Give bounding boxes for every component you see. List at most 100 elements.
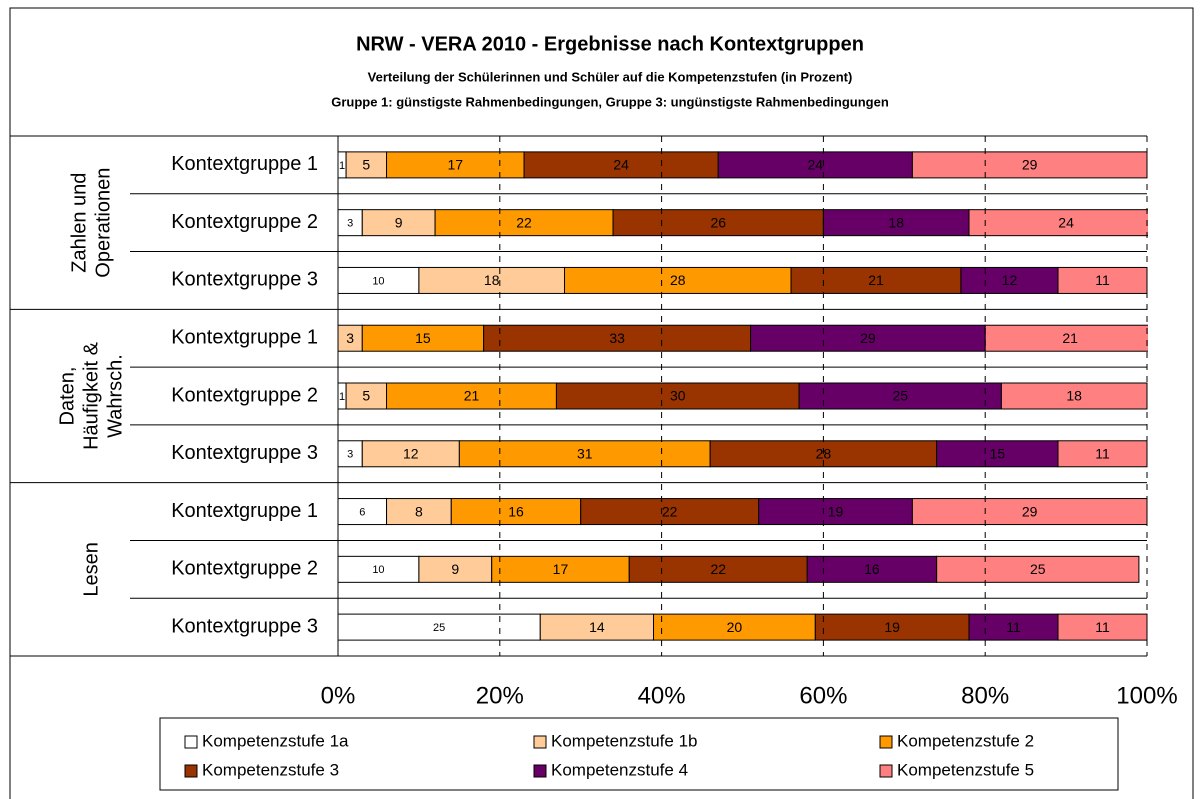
value-label: 19 bbox=[828, 503, 844, 519]
value-label: 1 bbox=[339, 391, 345, 403]
bar-segment bbox=[338, 324, 363, 352]
category-label: Kontextgruppe 1 bbox=[171, 153, 318, 175]
legend-box bbox=[159, 717, 1119, 791]
value-label: 19 bbox=[884, 619, 900, 635]
value-label: 22 bbox=[710, 561, 726, 577]
bar-segment bbox=[758, 498, 913, 526]
category-label: Kontextgruppe 1 bbox=[171, 327, 318, 349]
x-tick-label: 80% bbox=[961, 682, 1009, 709]
value-label: 22 bbox=[662, 503, 678, 519]
bar-segment bbox=[798, 382, 1002, 410]
value-label: 29 bbox=[1022, 157, 1038, 173]
value-label: 12 bbox=[1002, 272, 1018, 288]
legend-swatch bbox=[184, 735, 198, 749]
bar-segment bbox=[1000, 382, 1148, 410]
bar-segment bbox=[450, 498, 582, 526]
value-label: 3 bbox=[347, 449, 353, 461]
bar-segment bbox=[822, 209, 970, 237]
bar-segment bbox=[911, 498, 1148, 526]
category-label: Kontextgruppe 3 bbox=[171, 442, 318, 464]
bar-segment bbox=[386, 382, 557, 410]
value-label: 15 bbox=[990, 445, 1006, 461]
value-label: 16 bbox=[508, 503, 524, 519]
bar-segment bbox=[806, 555, 938, 583]
value-label: 25 bbox=[1030, 561, 1046, 577]
bar-segment bbox=[717, 151, 913, 179]
legend-label: Kompetenzstufe 2 bbox=[897, 731, 1034, 750]
value-label: 21 bbox=[868, 272, 884, 288]
value-label: 24 bbox=[613, 157, 629, 173]
bar-segment bbox=[491, 555, 630, 583]
bar-segment bbox=[580, 498, 760, 526]
x-tick-label: 20% bbox=[476, 682, 524, 709]
value-label: 29 bbox=[860, 330, 876, 346]
value-label: 10 bbox=[372, 275, 384, 287]
value-label: 3 bbox=[346, 330, 354, 346]
group-label: Wahrsch. bbox=[104, 354, 126, 438]
value-label: 21 bbox=[1062, 330, 1078, 346]
bar-segment bbox=[361, 440, 460, 468]
value-label: 15 bbox=[415, 330, 431, 346]
bar-segment bbox=[345, 151, 388, 179]
value-label: 8 bbox=[415, 503, 423, 519]
group-label: Daten, bbox=[56, 367, 78, 426]
value-label: 20 bbox=[727, 619, 743, 635]
category-label: Kontextgruppe 3 bbox=[171, 269, 318, 291]
chart-subtitle: Gruppe 1: günstigste Rahmenbedingungen, … bbox=[331, 94, 889, 109]
group-label: Operationen bbox=[92, 168, 114, 278]
value-label: 5 bbox=[362, 157, 370, 173]
value-label: 30 bbox=[670, 388, 686, 404]
value-label: 17 bbox=[448, 157, 464, 173]
legend-label: Kompetenzstufe 1b bbox=[551, 731, 697, 750]
bar-segment bbox=[434, 209, 614, 237]
legend-label: Kompetenzstufe 3 bbox=[202, 760, 339, 779]
value-label: 18 bbox=[888, 214, 904, 230]
x-tick-label: 100% bbox=[1116, 682, 1177, 709]
value-label: 25 bbox=[433, 622, 445, 634]
bar-segment bbox=[555, 382, 800, 410]
bar-segment bbox=[968, 209, 1148, 237]
bar-segment bbox=[564, 266, 792, 294]
bar-segment bbox=[936, 440, 1059, 468]
value-label: 18 bbox=[484, 272, 500, 288]
value-label: 17 bbox=[553, 561, 569, 577]
chart-title: NRW - VERA 2010 - Ergebnisse nach Kontex… bbox=[356, 33, 864, 55]
bar-segment bbox=[361, 324, 485, 352]
bar-segment bbox=[338, 266, 420, 294]
category-label: Kontextgruppe 3 bbox=[171, 615, 318, 637]
category-label: Kontextgruppe 2 bbox=[171, 558, 318, 580]
bar-segment bbox=[418, 555, 493, 583]
value-label: 29 bbox=[1022, 503, 1038, 519]
value-label: 10 bbox=[372, 564, 384, 576]
value-label: 31 bbox=[577, 445, 593, 461]
legend-label: Kompetenzstufe 1a bbox=[202, 731, 349, 750]
bar-segment bbox=[984, 324, 1148, 352]
value-label: 14 bbox=[589, 619, 605, 635]
plot-area: 1517242429392226182410182821121103153329… bbox=[338, 151, 1148, 641]
category-label: Kontextgruppe 2 bbox=[171, 384, 318, 406]
value-label: 25 bbox=[892, 388, 908, 404]
legend-swatch bbox=[879, 735, 893, 749]
category-label: Kontextgruppe 2 bbox=[171, 211, 318, 233]
bar-segment bbox=[653, 613, 816, 641]
value-label: 26 bbox=[710, 214, 726, 230]
bar-segment bbox=[338, 209, 363, 237]
value-label: 16 bbox=[864, 561, 880, 577]
bar-segment bbox=[338, 498, 388, 526]
value-label: 18 bbox=[1066, 388, 1082, 404]
bar-segment bbox=[1057, 266, 1148, 294]
value-label: 11 bbox=[1095, 272, 1110, 288]
value-label: 11 bbox=[1006, 619, 1021, 635]
value-label: 12 bbox=[403, 445, 419, 461]
legend-swatch bbox=[533, 735, 547, 749]
category-label: Kontextgruppe 1 bbox=[171, 500, 318, 522]
value-label: 5 bbox=[362, 388, 370, 404]
group-label: Zahlen und bbox=[68, 173, 90, 273]
x-tick-label: 40% bbox=[638, 682, 686, 709]
legend-label: Kompetenzstufe 4 bbox=[551, 760, 688, 779]
group-label: Lesen bbox=[80, 542, 102, 597]
bar-segment bbox=[790, 266, 962, 294]
value-label: 33 bbox=[609, 330, 625, 346]
